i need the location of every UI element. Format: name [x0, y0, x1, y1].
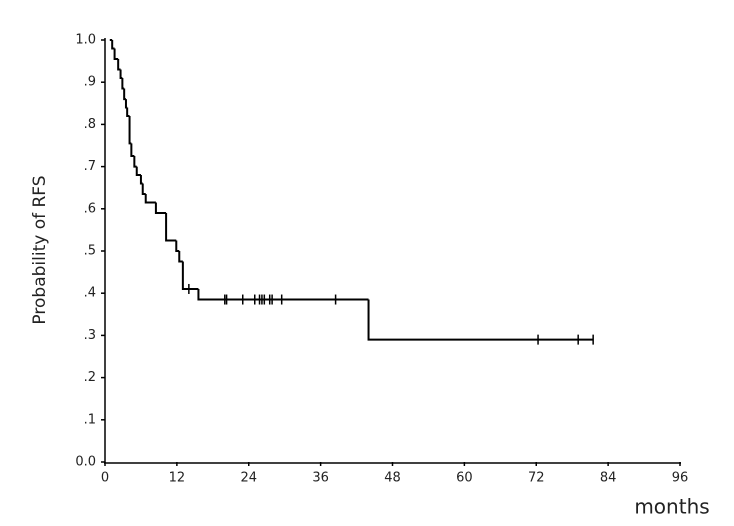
y-tick-label: .2: [84, 370, 96, 385]
x-tick-label: 12: [169, 471, 186, 486]
y-axis-label: Probability of RFS: [30, 175, 50, 324]
survival-step: [165, 213, 177, 242]
survival-step: [141, 183, 146, 196]
survival-step: [113, 48, 119, 60]
survival-step: [133, 156, 137, 168]
y-tick-label: .9: [84, 75, 96, 90]
survival-step: [126, 107, 130, 117]
survival-step: [124, 99, 128, 109]
y-tick-label: .1: [84, 412, 96, 427]
survival-step: [175, 240, 180, 252]
y-tick-label: .7: [84, 159, 96, 174]
survival-step: [123, 88, 126, 101]
survival-step: [119, 69, 123, 79]
x-tick-label: 0: [101, 471, 109, 486]
survival-step: [144, 194, 156, 204]
x-tick-label: 36: [312, 471, 329, 486]
y-tick-label: .4: [84, 286, 96, 301]
survival-step: [111, 40, 115, 50]
survival-step: [139, 175, 143, 185]
x-axis-label: months: [634, 495, 709, 519]
survival-step: [197, 288, 369, 301]
x-tick-label: 72: [528, 471, 545, 486]
survival-step: [178, 251, 183, 263]
x-tick-label: 84: [600, 471, 617, 486]
x-tick-label: 24: [240, 471, 257, 486]
survival-step: [130, 143, 135, 158]
survival-step: [181, 261, 199, 290]
x-tick-label: 96: [672, 471, 689, 486]
y-tick-label: 1.0: [75, 33, 96, 48]
y-tick-label: .8: [84, 117, 96, 132]
survival-step: [117, 58, 121, 71]
survival-step: [367, 299, 594, 341]
x-tick-label: 60: [456, 471, 473, 486]
y-tick-label: .5: [84, 244, 96, 259]
survival-step: [128, 115, 132, 145]
survival-step: [154, 202, 167, 215]
y-tick-label: 0.0: [75, 455, 96, 470]
y-tick-label: .3: [84, 328, 96, 343]
y-tick-label: .6: [84, 201, 96, 216]
survival-step: [121, 77, 125, 90]
x-tick-label: 48: [384, 471, 401, 486]
survival-step: [135, 166, 141, 177]
